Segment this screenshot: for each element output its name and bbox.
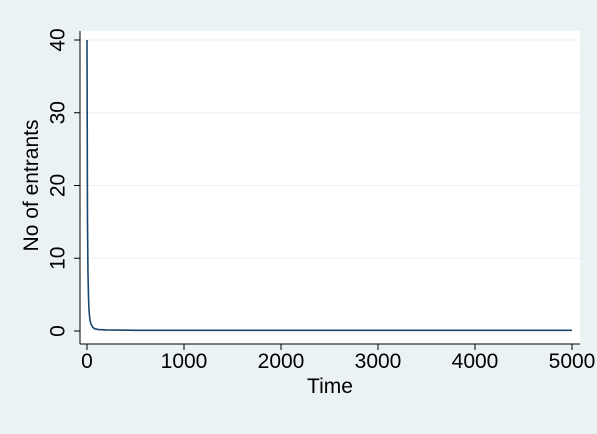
y-tick-label-0: 0	[46, 325, 69, 337]
x-tick-label-5000: 5000	[549, 350, 596, 373]
x-tick-label-2000: 2000	[258, 350, 305, 373]
x-tick-label-3000: 3000	[355, 350, 402, 373]
series-line-0	[86, 39, 572, 332]
y-tick-label-40: 40	[46, 28, 69, 51]
x-axis-title: Time	[307, 375, 353, 398]
y-tick-label-10: 10	[46, 247, 69, 270]
axes	[79, 31, 580, 345]
x-tick-label-0: 0	[81, 350, 93, 373]
y-axis-title: No of entrants	[20, 120, 43, 252]
y-tick-label-20: 20	[46, 174, 69, 197]
x-tick-label-4000: 4000	[452, 350, 499, 373]
plot-area	[80, 31, 580, 344]
gridlines	[80, 39, 580, 259]
x-ticks: 0 1000 2000 3000 4000 5000	[81, 344, 595, 373]
y-tick-label-30: 30	[46, 101, 69, 124]
series-group	[86, 39, 572, 332]
x-tick-label-1000: 1000	[161, 350, 208, 373]
y-ticks: 0 10 20 30 40	[46, 28, 80, 337]
